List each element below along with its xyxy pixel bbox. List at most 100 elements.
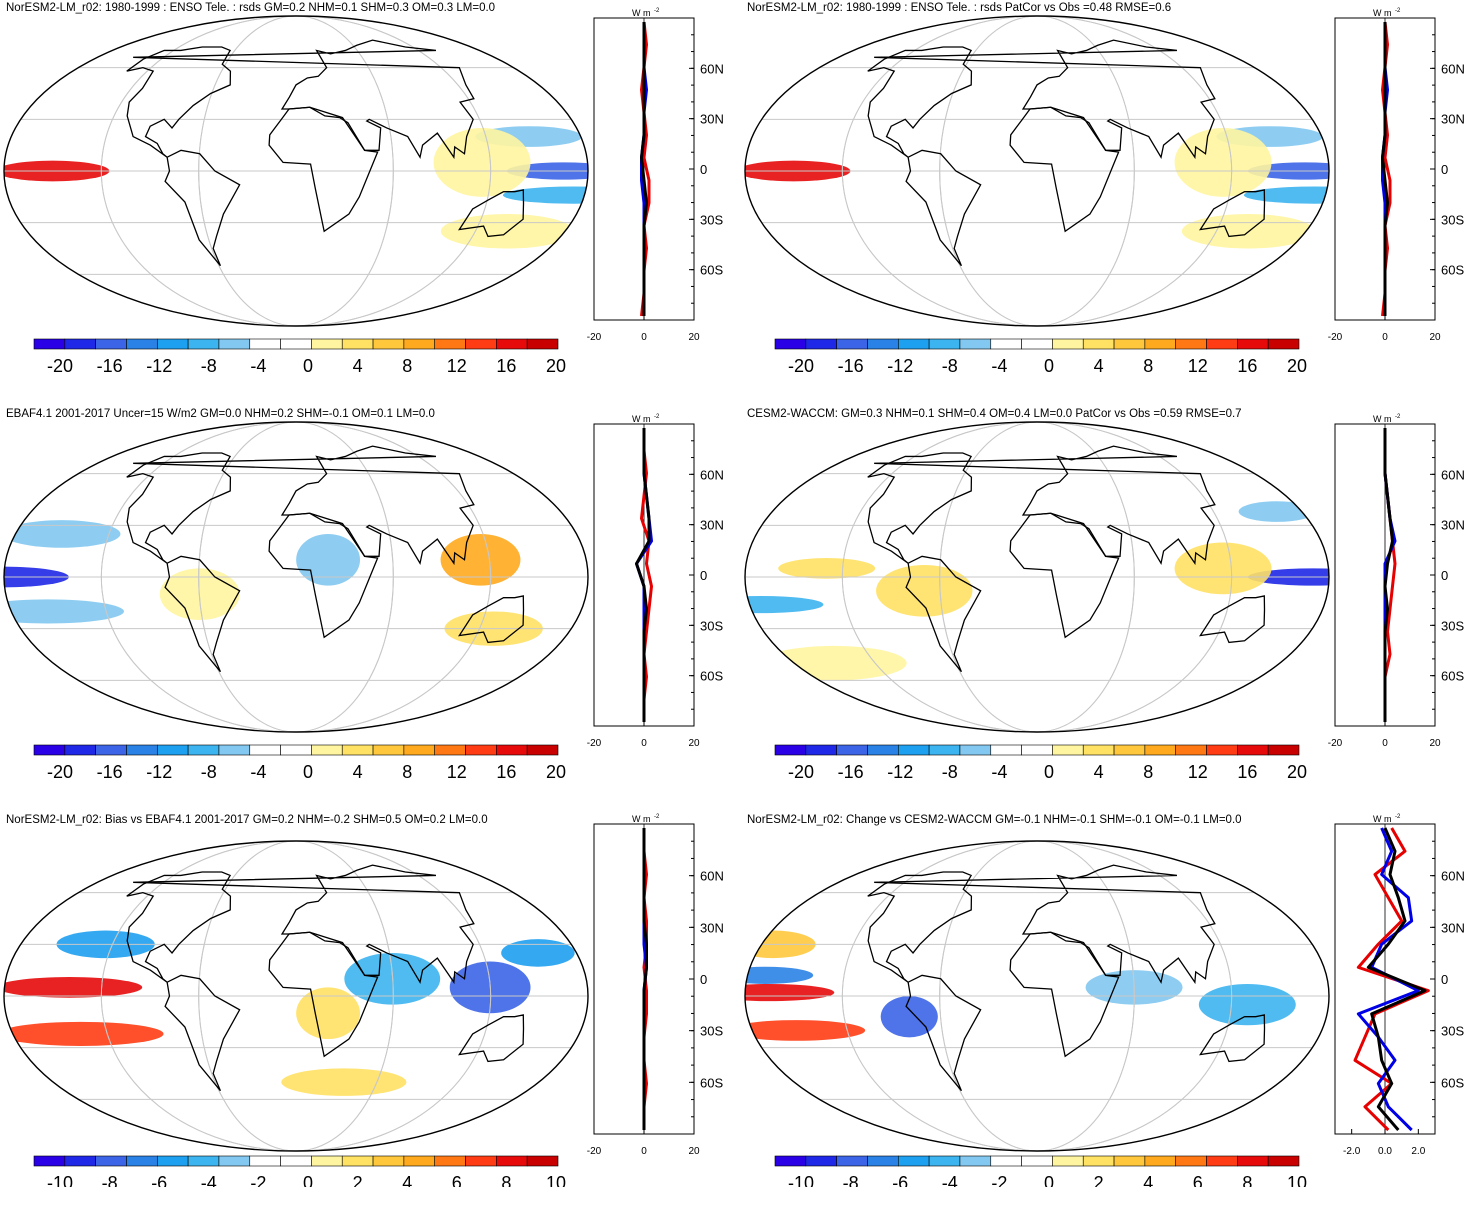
map-area xyxy=(745,16,1329,326)
colorbar-swatch xyxy=(33,1155,66,1167)
colorbar-swatch xyxy=(187,338,220,350)
colorbar-tick-label: -20 xyxy=(788,356,814,376)
zonal-lat-label: 30N xyxy=(700,518,724,533)
colorbar-tick-label: -12 xyxy=(146,356,172,376)
colorbar-swatch xyxy=(156,338,189,350)
colorbar-tick-label: -4 xyxy=(991,762,1007,782)
zonal-lat-label: 30N xyxy=(1441,920,1465,935)
anomaly-blob xyxy=(880,996,938,1038)
zonal-lat-label: 0 xyxy=(700,972,707,987)
enso-map-chart: -20 -16 -12 -8 -4 0 4 8 12 16 20 W m -2 60N 30N 0 30S 60S… xyxy=(744,8,1465,376)
coastline xyxy=(1199,1014,1266,1063)
coastline xyxy=(164,555,241,673)
longitude-line xyxy=(841,841,1233,1151)
colorbar-tick-label: -20 xyxy=(47,762,73,782)
colorbar-tick-label: 10 xyxy=(546,1173,566,1187)
colorbar-swatch xyxy=(280,744,312,756)
zonal-lat-label: 60N xyxy=(1441,61,1465,76)
zonal-lat-label: 30N xyxy=(700,920,724,935)
zonal-x-label: 0.0 xyxy=(1378,1146,1392,1157)
colorbar-swatch xyxy=(434,744,466,756)
colorbar-swatch xyxy=(1237,744,1269,756)
map-outline xyxy=(3,421,589,733)
colorbar-swatch xyxy=(372,1155,405,1167)
colorbar-tick-label: 12 xyxy=(1188,762,1208,782)
panel-title: NorESM2-LM_r02: Bias vs EBAF4.1 2001-201… xyxy=(6,814,488,826)
zonal-lat-label: 0 xyxy=(1441,568,1448,583)
colorbar-swatch xyxy=(836,744,868,756)
zonal-unit-exponent: -2 xyxy=(654,8,660,14)
colorbar-swatch xyxy=(1175,1155,1207,1167)
enso-map-chart: -20 -16 -12 -8 -4 0 4 8 12 16 20 W m -2 60N 30N 0 30S 60S… xyxy=(3,414,724,782)
coastline xyxy=(867,871,973,983)
colorbar-swatch xyxy=(95,744,127,756)
colorbar-swatch xyxy=(126,744,158,756)
colorbar-tick-label: 12 xyxy=(447,762,467,782)
colorbar-swatch xyxy=(1175,744,1207,756)
colorbar-swatch xyxy=(1237,338,1269,350)
colorbar-tick-label: 4 xyxy=(402,1173,412,1187)
zonal-x-label: 0 xyxy=(1382,332,1388,343)
zonal-series-black xyxy=(1383,428,1394,722)
longitude-line xyxy=(939,841,1135,1151)
colorbar-tick-label: 4 xyxy=(353,356,363,376)
colorbar-swatch xyxy=(156,744,189,756)
anomaly-blob xyxy=(296,987,361,1040)
zonal-lat-label: 30S xyxy=(700,618,723,633)
zonal-lat-label: 60S xyxy=(700,1075,723,1090)
zonal-series-black xyxy=(635,428,651,722)
zonal-x-label: 0 xyxy=(641,1146,647,1157)
colorbar-swatch xyxy=(465,1155,497,1167)
colorbar-swatch xyxy=(805,1155,837,1167)
colorbar-swatch xyxy=(990,744,1022,756)
colorbar-tick-label: 0 xyxy=(303,1173,313,1187)
colorbar-swatch xyxy=(805,338,837,350)
colorbar-tick-label: -12 xyxy=(146,762,172,782)
anomaly-blob xyxy=(4,566,69,588)
colorbar-swatch xyxy=(280,338,312,350)
zonal-series-black xyxy=(640,22,648,316)
longitude-line xyxy=(198,841,394,1151)
colorbar-swatch xyxy=(774,338,807,350)
colorbar-swatch xyxy=(1206,338,1238,350)
colorbar-tick-label: -2 xyxy=(991,1173,1007,1187)
colorbar-swatch xyxy=(33,744,66,756)
colorbar-swatch xyxy=(434,1155,466,1167)
colorbar-swatch xyxy=(403,1155,436,1167)
colorbar-swatch xyxy=(1113,338,1146,350)
colorbar-swatch xyxy=(496,1155,528,1167)
colorbar-swatch xyxy=(249,338,281,350)
colorbar-tick-label: 4 xyxy=(1094,762,1104,782)
colorbar-swatch xyxy=(1144,744,1177,756)
colorbar-swatch xyxy=(1206,1155,1238,1167)
zonal-lat-label: 60S xyxy=(1441,263,1464,278)
enso-map-chart: -20 -16 -12 -8 -4 0 4 8 12 16 20 W m -2 60N 30N 0 30S 60S… xyxy=(744,414,1465,782)
anomaly-blob xyxy=(778,558,876,579)
zonal-lat-label: 60N xyxy=(700,61,724,76)
colorbar-tick-label: -4 xyxy=(250,762,266,782)
colorbar-tick-label: 16 xyxy=(496,356,516,376)
colorbar-swatch xyxy=(990,1155,1022,1167)
colorbar-swatch xyxy=(1052,744,1084,756)
colorbar-tick-label: 8 xyxy=(402,356,412,376)
panel-4: CESM2-WACCM: GM=0.3 NHM=0.1 SHM=0.4 OM=0… xyxy=(741,406,1482,801)
colorbar-tick-label: 8 xyxy=(1143,356,1153,376)
zonal-x-label: 0 xyxy=(641,738,647,749)
zonal-lat-label: 0 xyxy=(1441,972,1448,987)
map-area xyxy=(745,422,1329,732)
colorbar-tick-label: -16 xyxy=(97,762,123,782)
colorbar-swatch xyxy=(403,744,436,756)
anomaly-blob xyxy=(760,645,907,681)
zonal-unit-exponent: -2 xyxy=(654,814,660,820)
colorbar-swatch xyxy=(372,338,405,350)
panel-title: CESM2-WACCM: GM=0.3 NHM=0.1 SHM=0.4 OM=0… xyxy=(747,408,1242,420)
anomaly-blob xyxy=(4,977,143,998)
colorbar-swatch xyxy=(526,744,559,756)
zonal-x-label: 0 xyxy=(1382,738,1388,749)
colorbar-tick-label: -8 xyxy=(201,356,217,376)
colorbar-tick-label: 20 xyxy=(1287,356,1307,376)
zonal-unit-exponent: -2 xyxy=(1395,8,1401,14)
panel-2: NorESM2-LM_r02: 1980-1999 : ENSO Tele. :… xyxy=(741,0,1482,395)
colorbar-tick-label: 0 xyxy=(1044,1173,1054,1187)
